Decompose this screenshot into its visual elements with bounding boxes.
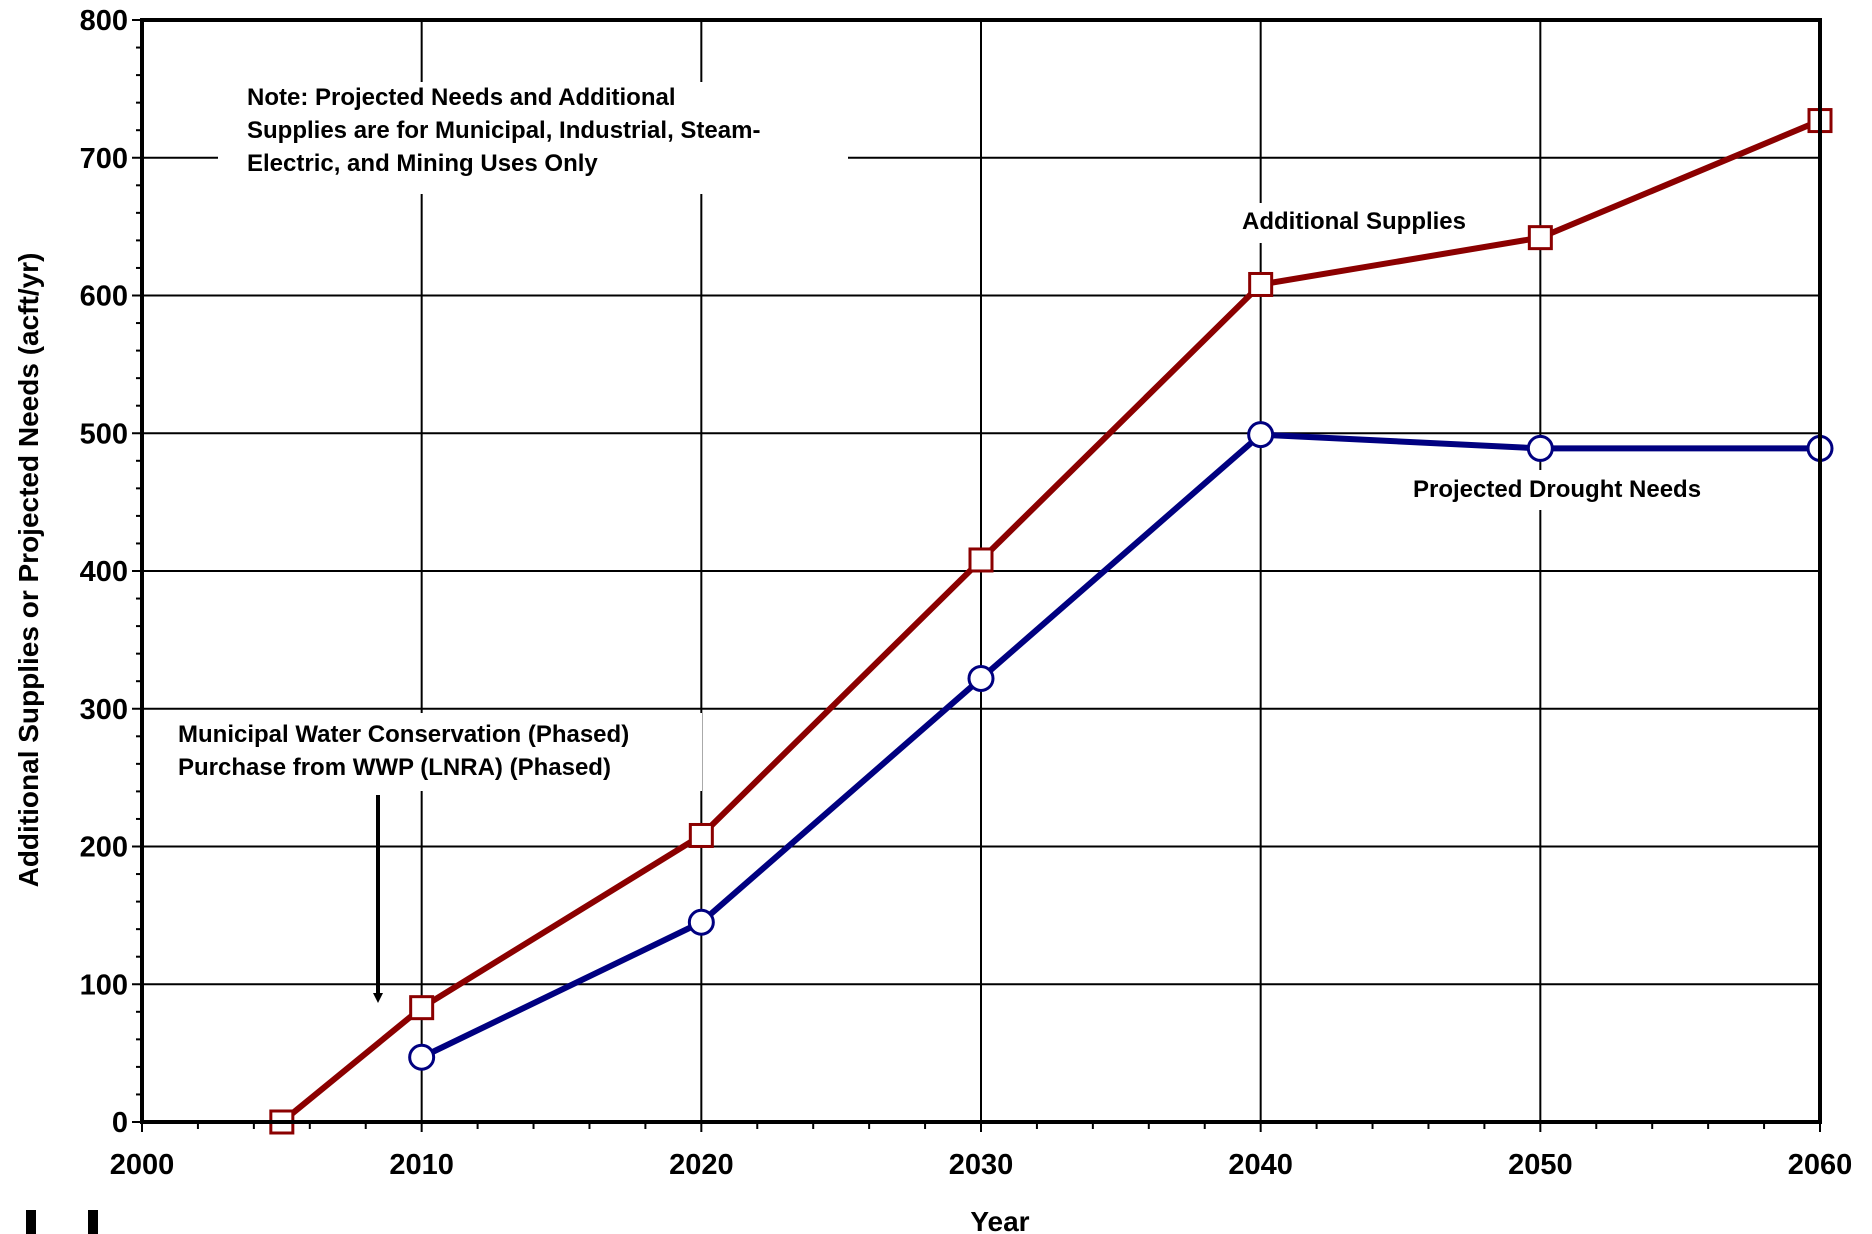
note-background: [218, 82, 848, 194]
data-point-circle: [1247, 421, 1275, 449]
series-label-projected-drought-needs: Projected Drought Needs: [1413, 476, 1701, 503]
y-tick-label: 200: [80, 832, 128, 864]
axis-ticks: 0 100 200 300 400 500 600 700 800 2000 2010 2020 203…: [80, 5, 1853, 1181]
needs-label-background: [1405, 470, 1747, 510]
series-additional-supplies: [269, 108, 1833, 1135]
data-point-circle: [408, 1043, 436, 1071]
y-tick-label: 800: [80, 5, 128, 37]
x-axis-title: Year: [970, 1206, 1029, 1234]
strategy-line-1: Municipal Water Conservation (Phased): [178, 721, 629, 748]
x-tick-label: 2060: [1788, 1149, 1853, 1181]
data-point-square: [688, 822, 714, 848]
data-point-circle: [687, 908, 715, 936]
y-tick-label: 300: [80, 694, 128, 726]
corner-mark-right: [88, 1210, 98, 1234]
data-point-square: [968, 547, 994, 573]
y-tick-label: 500: [80, 418, 128, 450]
y-tick-label: 400: [80, 556, 128, 588]
note-line-3: Electric, and Mining Uses Only: [247, 150, 598, 177]
supplies-label-background: [1235, 203, 1505, 243]
data-point-square: [1248, 271, 1274, 297]
series-projected-drought-needs: [408, 421, 1834, 1071]
y-tick-label: 700: [80, 143, 128, 175]
x-tick-label: 2000: [110, 1149, 175, 1181]
y-tick-label: 0: [112, 1107, 128, 1139]
note-annotation: Note: Projected Needs and Additional Sup…: [218, 82, 848, 194]
series-labels: Additional Supplies Projected Drought Ne…: [1235, 203, 1747, 510]
corner-mark-left: [26, 1210, 36, 1234]
y-tick-label: 100: [80, 969, 128, 1001]
series-line: [420, 431, 1820, 1060]
x-tick-label: 2040: [1228, 1149, 1293, 1181]
strategy-background: [172, 713, 702, 791]
x-tick-label: 2050: [1508, 1149, 1573, 1181]
data-point-circle: [1526, 434, 1554, 462]
strategy-line-2: Purchase from WWP (LNRA) (Phased): [178, 754, 611, 781]
note-line-2: Supplies are for Municipal, Industrial, …: [247, 117, 760, 144]
strategy-annotation: Municipal Water Conservation (Phased) Pu…: [172, 713, 702, 1003]
y-tick-label: 600: [80, 281, 128, 313]
x-tick-label: 2020: [669, 1149, 734, 1181]
x-tick-label: 2030: [949, 1149, 1014, 1181]
series-label-additional-supplies: Additional Supplies: [1242, 208, 1466, 235]
note-line-1: Note: Projected Needs and Additional: [247, 84, 676, 111]
y-axis-title: Additional Supplies or Projected Needs (…: [13, 253, 44, 888]
data-point-circle: [967, 664, 995, 692]
plot-frame: [140, 18, 1822, 1124]
data-point-square: [1527, 225, 1553, 251]
series: [269, 108, 1834, 1135]
data-point-square: [409, 995, 435, 1021]
x-tick-label: 2010: [389, 1149, 454, 1181]
